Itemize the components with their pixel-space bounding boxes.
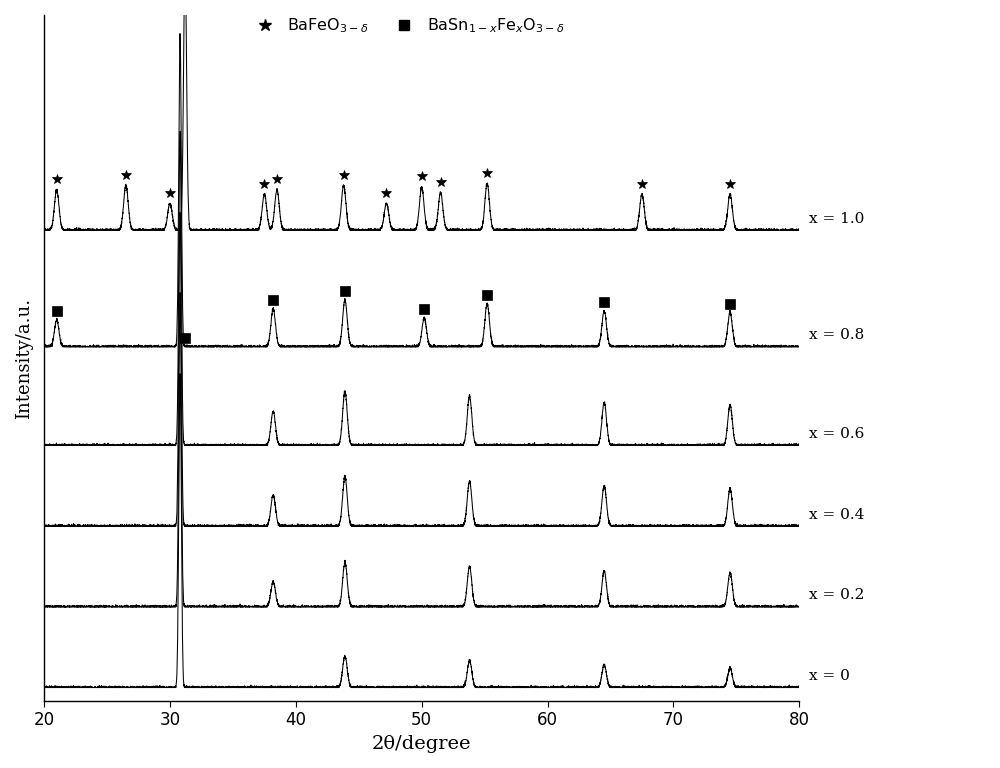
Text: x = 0.2: x = 0.2 [809,588,865,602]
Y-axis label: Intensity/a.u.: Intensity/a.u. [15,297,33,419]
Legend: BaFeO$_{3-\delta}$, BaSn$_{1-x}$Fe$_x$O$_{3-\delta}$: BaFeO$_{3-\delta}$, BaSn$_{1-x}$Fe$_x$O$… [249,16,564,35]
Text: x = 0.4: x = 0.4 [809,508,865,521]
Text: x = 0.8: x = 0.8 [809,329,865,343]
X-axis label: 2θ/degree: 2θ/degree [372,735,471,753]
Text: x = 0: x = 0 [809,669,850,683]
Text: x = 1.0: x = 1.0 [809,212,865,226]
Text: x = 0.6: x = 0.6 [809,427,865,441]
